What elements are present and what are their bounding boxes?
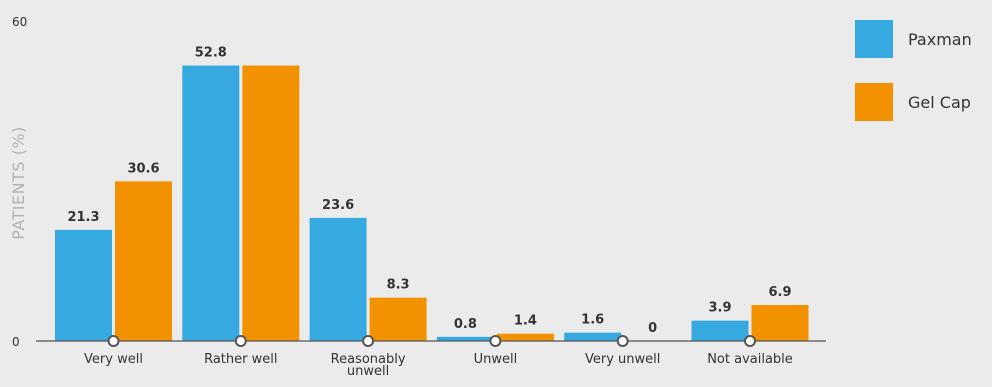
y-tick-label: 60 bbox=[12, 15, 27, 29]
bar-value-label: 3.9 bbox=[708, 301, 731, 316]
bar-gel-cap bbox=[496, 333, 554, 341]
legend-swatch-gel-cap bbox=[855, 83, 893, 121]
x-tick-marker bbox=[489, 335, 502, 347]
legend-item-gel-cap: Gel Cap bbox=[855, 83, 972, 121]
bar-value-label: 1.4 bbox=[514, 314, 537, 329]
bar-value-label: 0.8 bbox=[454, 317, 477, 332]
bar-value-label: 23.6 bbox=[322, 198, 354, 213]
bar-value-label: 0 bbox=[648, 321, 657, 336]
bar-paxman bbox=[564, 332, 622, 341]
legend-label-gel-cap: Gel Cap bbox=[908, 92, 971, 112]
x-tick-label: Rather well bbox=[204, 352, 277, 367]
bar-value-label: 30.6 bbox=[127, 161, 159, 176]
y-axis-title: PATIENTS (%) bbox=[9, 126, 28, 240]
y-tick-label: 0 bbox=[12, 335, 20, 349]
legend: Paxman Gel Cap bbox=[855, 20, 972, 146]
x-tick-label: Unwell bbox=[474, 352, 518, 367]
x-tick-marker bbox=[744, 335, 756, 347]
bar-value-label: 6.9 bbox=[768, 285, 791, 300]
x-tick-label: Reasonably bbox=[331, 352, 406, 367]
bar-gel-cap bbox=[115, 181, 172, 341]
x-tick-label: Very well bbox=[84, 352, 143, 367]
x-tick-marker bbox=[107, 335, 120, 347]
bar-paxman bbox=[436, 336, 494, 341]
bar-value-label: 8.3 bbox=[387, 278, 410, 293]
x-tick-marker bbox=[234, 335, 247, 347]
x-tick-marker bbox=[362, 335, 375, 347]
bar-paxman bbox=[309, 217, 367, 341]
bar-paxman bbox=[55, 229, 112, 341]
bar-gel-cap bbox=[751, 305, 809, 341]
bar-paxman bbox=[691, 320, 749, 341]
bar-value-label: 52.8 bbox=[195, 46, 227, 61]
bar-gel-cap bbox=[369, 297, 427, 341]
x-tick-label: unwell bbox=[347, 364, 389, 379]
legend-item-paxman: Paxman bbox=[855, 20, 972, 58]
bar-value-label: 1.6 bbox=[581, 313, 604, 328]
x-tick-label: Very unwell bbox=[585, 352, 660, 367]
bar-value-label: 21.3 bbox=[67, 210, 99, 225]
legend-swatch-paxman bbox=[855, 20, 893, 58]
legend-label-paxman: Paxman bbox=[908, 29, 972, 49]
bar-paxman bbox=[182, 65, 240, 341]
bar-gel-cap bbox=[242, 65, 300, 341]
x-tick-label: Not available bbox=[707, 352, 793, 367]
x-tick-marker bbox=[616, 335, 629, 347]
